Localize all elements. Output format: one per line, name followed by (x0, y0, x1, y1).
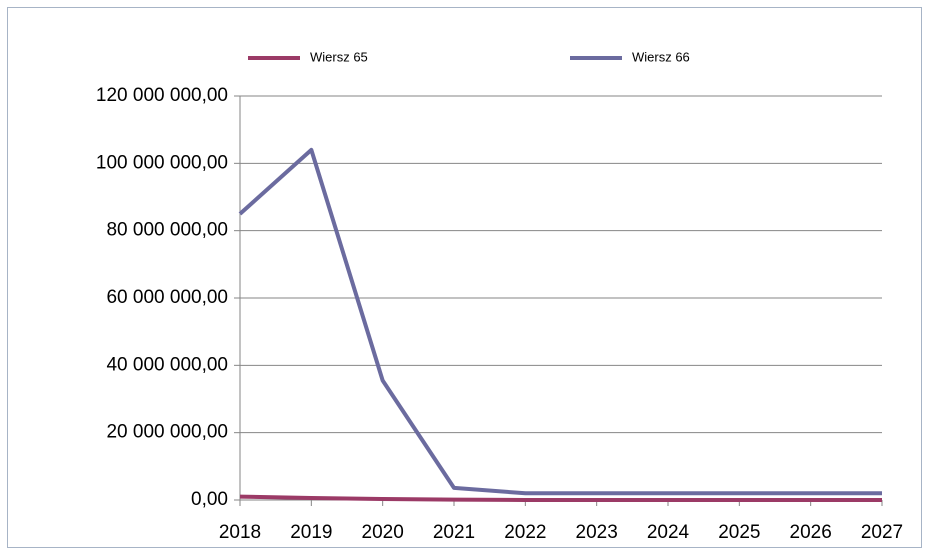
x-tick-label: 2026 (790, 522, 832, 543)
x-tick-label: 2020 (362, 522, 404, 543)
x-tick-label: 2023 (576, 522, 618, 543)
x-tick-label: 2022 (504, 522, 546, 543)
legend-label: Wiersz 65 (310, 49, 368, 64)
legend-label: Wiersz 66 (632, 49, 690, 64)
y-tick-label: 80 000 000,00 (106, 220, 228, 241)
x-tick-label: 2019 (290, 522, 332, 543)
chart-border (7, 7, 922, 548)
x-tick-label: 2018 (219, 522, 261, 543)
x-tick-label: 2027 (861, 522, 903, 543)
y-tick-label: 40 000 000,00 (106, 354, 228, 375)
x-tick-label: 2025 (718, 522, 760, 543)
y-tick-label: 60 000 000,00 (106, 287, 228, 308)
x-tick-label: 2021 (433, 522, 475, 543)
y-tick-label: 0,00 (191, 489, 228, 510)
series-line (238, 147, 882, 496)
series-line (239, 494, 882, 502)
y-tick-label: 120 000 000,00 (96, 85, 228, 106)
y-tick-label: 100 000 000,00 (96, 152, 228, 173)
x-tick-label: 2024 (647, 522, 690, 543)
y-tick-label: 20 000 000,00 (106, 422, 228, 443)
